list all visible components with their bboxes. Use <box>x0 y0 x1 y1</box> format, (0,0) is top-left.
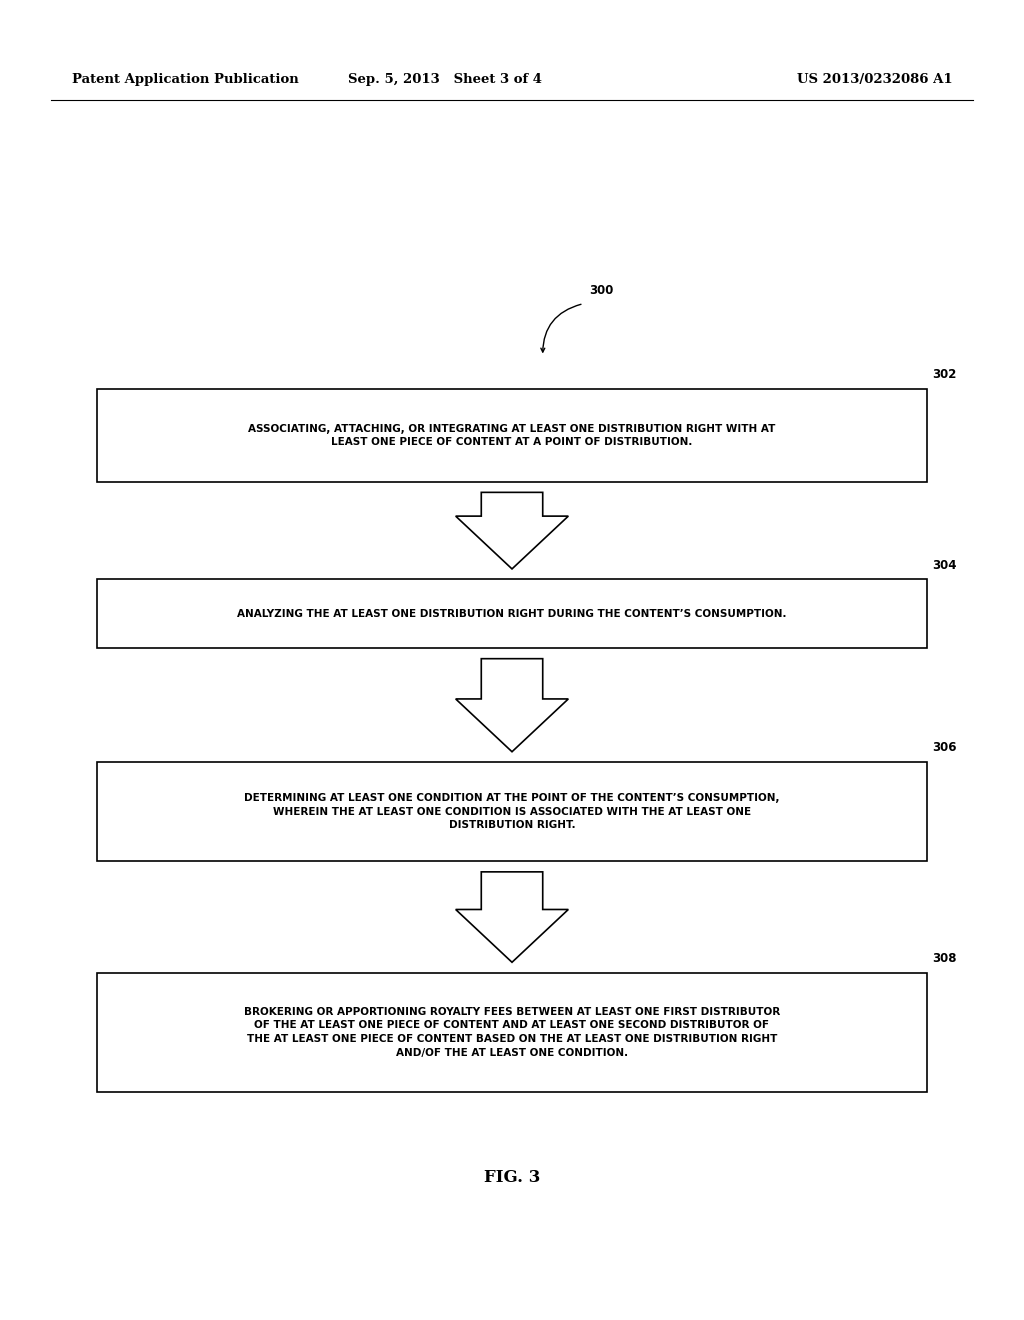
Text: 306: 306 <box>932 742 956 755</box>
FancyBboxPatch shape <box>97 973 927 1092</box>
Text: 308: 308 <box>932 952 956 965</box>
Text: DETERMINING AT LEAST ONE CONDITION AT THE POINT OF THE CONTENT’S CONSUMPTION,
WH: DETERMINING AT LEAST ONE CONDITION AT TH… <box>245 793 779 830</box>
Text: 302: 302 <box>932 368 956 381</box>
Polygon shape <box>456 492 568 569</box>
Text: Sep. 5, 2013   Sheet 3 of 4: Sep. 5, 2013 Sheet 3 of 4 <box>348 73 543 86</box>
Text: 304: 304 <box>932 558 956 572</box>
FancyBboxPatch shape <box>97 389 927 482</box>
Text: US 2013/0232086 A1: US 2013/0232086 A1 <box>797 73 952 86</box>
Text: ANALYZING THE AT LEAST ONE DISTRIBUTION RIGHT DURING THE CONTENT’S CONSUMPTION.: ANALYZING THE AT LEAST ONE DISTRIBUTION … <box>238 609 786 619</box>
Text: ASSOCIATING, ATTACHING, OR INTEGRATING AT LEAST ONE DISTRIBUTION RIGHT WITH AT
L: ASSOCIATING, ATTACHING, OR INTEGRATING A… <box>248 424 776 447</box>
Text: BROKERING OR APPORTIONING ROYALTY FEES BETWEEN AT LEAST ONE FIRST DISTRIBUTOR
OF: BROKERING OR APPORTIONING ROYALTY FEES B… <box>244 1007 780 1057</box>
Text: Patent Application Publication: Patent Application Publication <box>72 73 298 86</box>
FancyArrowPatch shape <box>541 305 581 352</box>
FancyBboxPatch shape <box>97 762 927 861</box>
Polygon shape <box>456 659 568 752</box>
Text: 300: 300 <box>589 284 613 297</box>
Polygon shape <box>456 871 568 962</box>
FancyBboxPatch shape <box>97 579 927 648</box>
Text: FIG. 3: FIG. 3 <box>483 1170 541 1185</box>
